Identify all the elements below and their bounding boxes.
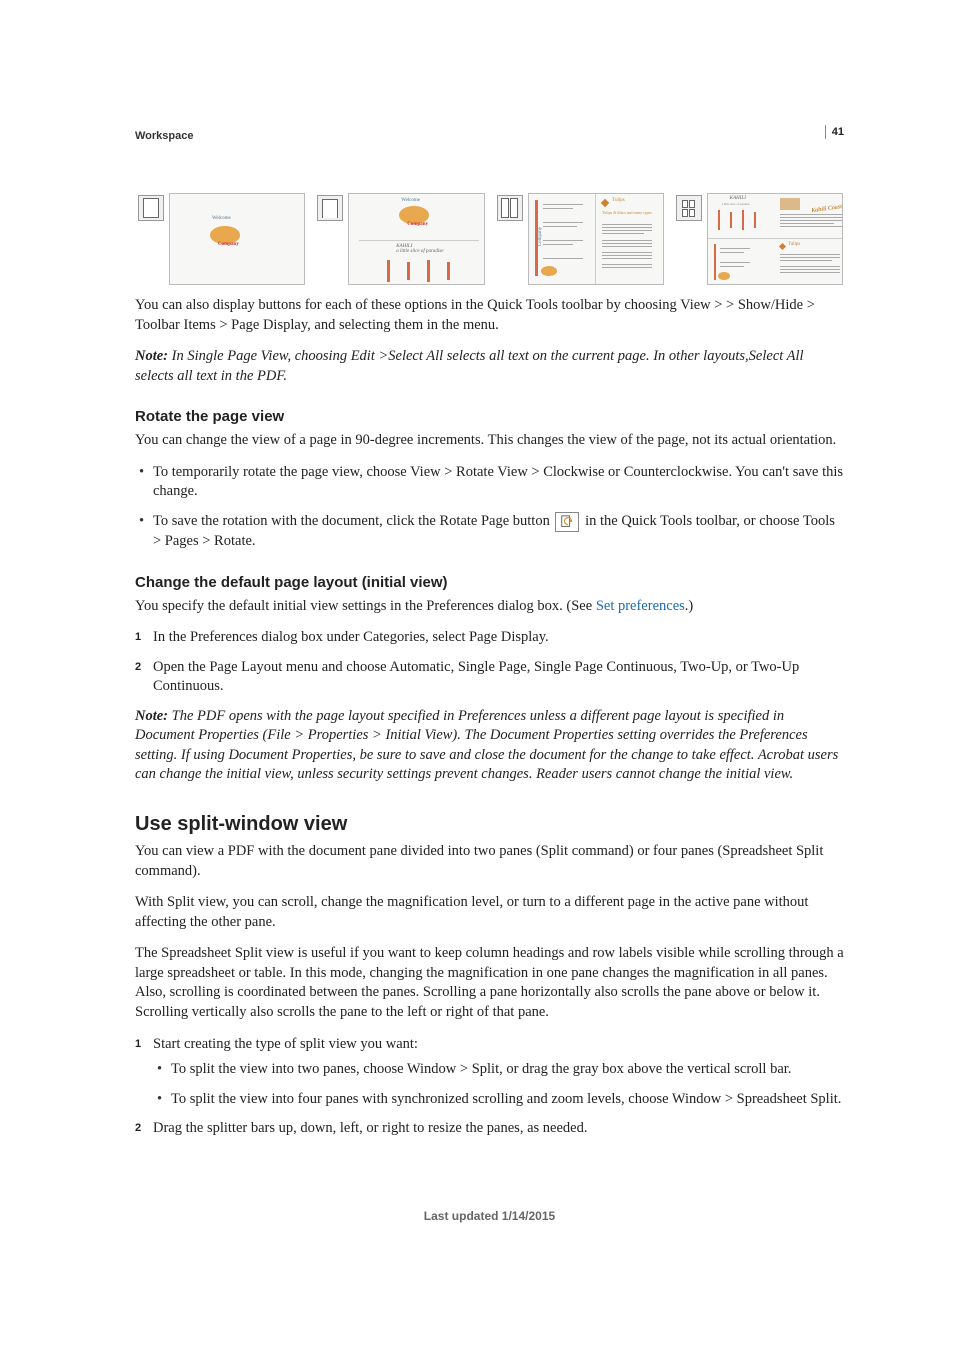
split-bullet-2: To split the view into four panes with s… [153, 1090, 844, 1110]
note-text: In Single Page View, choosing Edit >Sele… [135, 348, 804, 384]
rotate-page-icon [555, 512, 579, 532]
set-preferences-link[interactable]: Set preferences [596, 598, 685, 614]
split-bullet-1: To split the view into two panes, choose… [153, 1060, 844, 1080]
single-continuous-icon [317, 195, 343, 221]
default-intro-b: .) [685, 598, 693, 614]
two-up-icon [497, 195, 523, 221]
split-step-1-text: Start creating the type of split view yo… [153, 1036, 418, 1052]
last-updated: Last updated 1/14/2015 [135, 1209, 844, 1223]
single-page-icon [138, 195, 164, 221]
rotate-bullet-2: To save the rotation with the document, … [135, 512, 844, 552]
default-intro-a: You specify the default initial view set… [135, 598, 596, 614]
split-p1: You can view a PDF with the document pan… [135, 842, 844, 881]
note-single-page: Note: In Single Page View, choosing Edit… [135, 347, 844, 386]
split-p3: The Spreadsheet Split view is useful if … [135, 944, 844, 1022]
layout-single-page: Welcome Company [135, 192, 306, 286]
split-p2: With Split view, you can scroll, change … [135, 893, 844, 932]
page-number: 41 [825, 125, 844, 139]
default-step-1: In the Preferences dialog box under Cate… [135, 628, 844, 648]
layout-two-up: Company Tulips Tulips & lilacs and many … [494, 192, 665, 286]
layout-single-continuous: Welcome Company KAHILIa little slice of … [314, 192, 485, 286]
caption-paragraph: You can also display buttons for each of… [135, 296, 844, 335]
layout-two-up-continuous: KAHILI a little slice of paradise Kahili… [673, 192, 844, 286]
rotate-bullet-1: To temporarily rotate the page view, cho… [135, 463, 844, 502]
heading-rotate: Rotate the page view [135, 408, 844, 425]
default-step-2: Open the Page Layout menu and choose Aut… [135, 658, 844, 697]
two-up-continuous-icon [676, 195, 702, 221]
note-text: The PDF opens with the page layout speci… [135, 708, 838, 783]
split-step-2: Drag the splitter bars up, down, left, o… [135, 1119, 844, 1139]
heading-split-window: Use split-window view [135, 813, 844, 836]
split-step-1: Start creating the type of split view yo… [135, 1035, 844, 1110]
default-intro: You specify the default initial view set… [135, 597, 844, 617]
rotate-b2-text-a: To save the rotation with the document, … [153, 513, 553, 529]
page-layout-thumbnails: Welcome Company Welcome Company KAHILIa … [135, 192, 844, 286]
chapter-label: Workspace [135, 130, 844, 142]
note-label: Note: [135, 348, 168, 364]
heading-default-layout: Change the default page layout (initial … [135, 574, 844, 591]
note-default-layout: Note: The PDF opens with the page layout… [135, 707, 844, 785]
rotate-intro: You can change the view of a page in 90-… [135, 431, 844, 451]
note-label: Note: [135, 708, 168, 724]
